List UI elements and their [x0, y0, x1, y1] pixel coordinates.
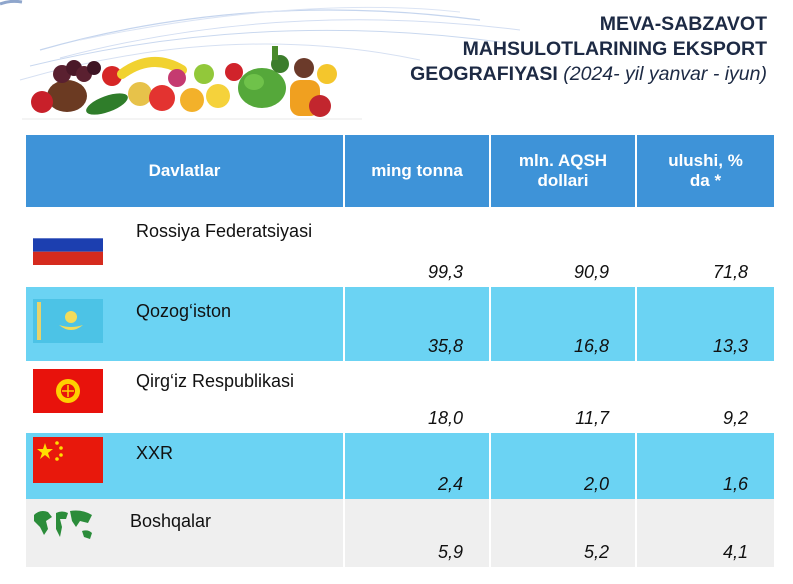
country-name: Rossiya Federatsiyasi — [136, 221, 313, 241]
country-cell: Rossiya Federatsiyasi — [26, 207, 344, 287]
header-tonnes: ming tonna — [343, 135, 490, 207]
usd-cell: 11,7 — [489, 361, 636, 433]
tonnes-cell: 99,3 — [343, 207, 490, 287]
table-header-row: Davlatlar ming tonna mln. AQSH dollari u… — [26, 135, 774, 207]
share-cell: 4,1 — [635, 499, 774, 567]
country-cell: Boshqalar — [26, 499, 344, 567]
table-row: Qozog‘iston 35,8 16,8 13,3 — [26, 287, 774, 361]
usd-cell: 5,2 — [489, 499, 636, 567]
world-map-icon — [34, 510, 92, 539]
tonnes-cell: 5,9 — [343, 499, 490, 567]
title-line-3-text: GEOGRAFIYASI — [410, 63, 558, 85]
header-usd-text: mln. AQSH dollari — [518, 151, 608, 190]
country-name: Boshqalar — [130, 511, 212, 531]
share-cell: 13,3 — [635, 287, 774, 361]
table-row: Boshqalar 5,9 5,2 4,1 — [26, 499, 774, 567]
kazakhstan-flag-icon — [33, 299, 103, 343]
header-country: Davlatlar — [26, 135, 344, 207]
export-table: Davlatlar ming tonna mln. AQSH dollari u… — [26, 135, 774, 567]
title-line-2: MAHSULOTLARINING EKSPORT — [462, 38, 767, 60]
share-cell: 1,6 — [635, 433, 774, 499]
fruit-vegetable-image — [22, 46, 362, 120]
tonnes-cell: 18,0 — [343, 361, 490, 433]
page-title: MEVA-SABZAVOT MAHSULOTLARINING EKSPORT G… — [337, 12, 767, 87]
china-flag-icon — [33, 437, 103, 483]
kyrgyzstan-flag-icon — [33, 369, 103, 413]
usd-cell: 2,0 — [489, 433, 636, 499]
country-cell: Qirg‘iz Respublikasi — [26, 361, 344, 433]
country-cell: Qozog‘iston — [26, 287, 344, 361]
title-line-3: GEOGRAFIYASI (2024- yil yanvar - iyun) — [337, 62, 767, 87]
tonnes-cell: 2,4 — [343, 433, 490, 499]
header-usd: mln. AQSH dollari — [489, 135, 636, 207]
share-cell: 9,2 — [635, 361, 774, 433]
header-share: ulushi, % da * — [635, 135, 774, 207]
header-share-text: ulushi, % da * — [668, 151, 743, 190]
russia-flag-icon — [33, 225, 103, 265]
country-cell: XXR — [26, 433, 344, 499]
country-name: XXR — [136, 443, 174, 463]
country-name: Qozog‘iston — [136, 301, 232, 321]
country-name: Qirg‘iz Respublikasi — [136, 371, 295, 391]
title-period: (2024- yil yanvar - iyun) — [563, 63, 767, 85]
share-cell: 71,8 — [635, 207, 774, 287]
usd-cell: 90,9 — [489, 207, 636, 287]
title-line-1: MEVA-SABZAVOT — [599, 13, 767, 35]
table-row: Qirg‘iz Respublikasi 18,0 11,7 9,2 — [26, 361, 774, 433]
table-row: Rossiya Federatsiyasi 99,3 90,9 71,8 — [26, 207, 774, 287]
usd-cell: 16,8 — [489, 287, 636, 361]
table-row: XXR 2,4 2,0 1,6 — [26, 433, 774, 499]
tonnes-cell: 35,8 — [343, 287, 490, 361]
